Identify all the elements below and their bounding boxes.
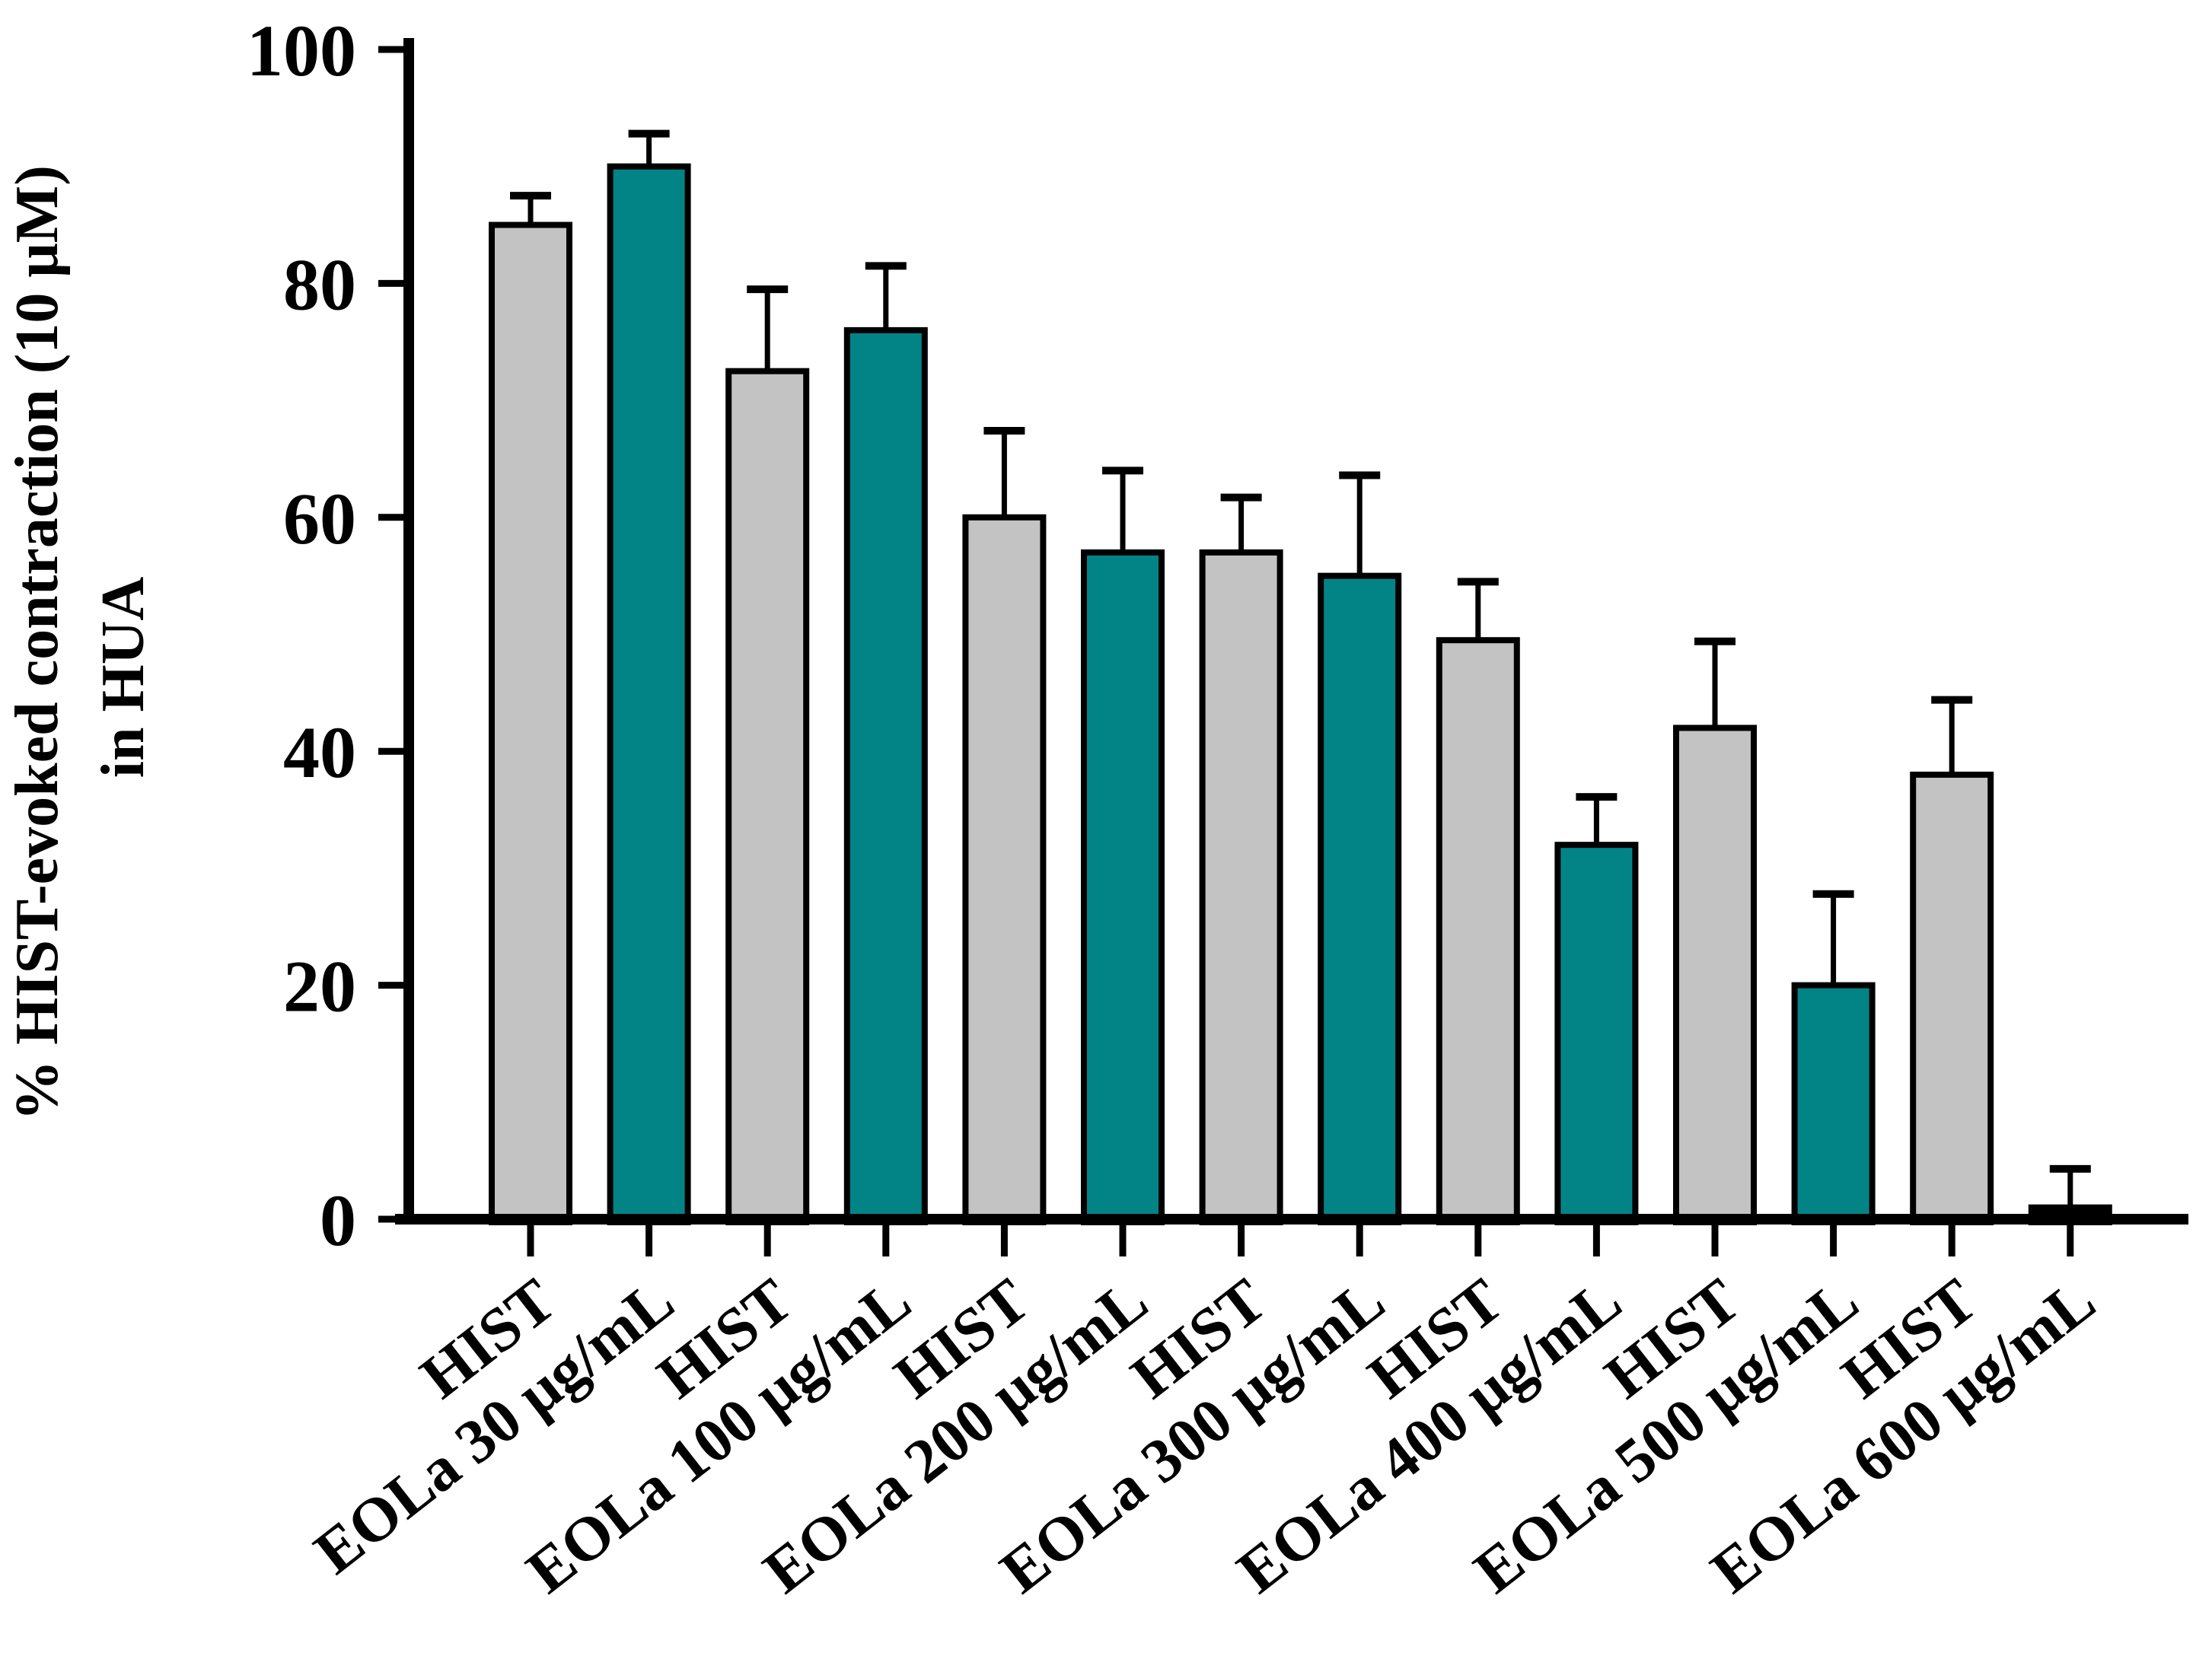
bar [1791,982,1876,1225]
bar [607,163,691,1226]
bar [843,326,928,1225]
bar [1436,637,1520,1225]
y-tick-label: 60 [283,478,356,559]
y-tick-label: 100 [247,10,356,91]
y-axis-title-line2: in HUA [90,577,157,779]
bar [1199,549,1283,1225]
bar [489,221,572,1225]
bar [1673,725,1757,1225]
bar [1318,572,1402,1225]
y-tick-label: 80 [283,244,356,325]
bar [1081,549,1165,1225]
bar [1554,842,1639,1226]
bar [1910,771,1994,1225]
bar [962,514,1047,1225]
bar [725,368,810,1225]
y-tick-label: 0 [320,1180,356,1261]
y-tick-label: 20 [283,946,356,1027]
y-tick-label: 40 [283,712,356,793]
y-axis-title-line1: % HIST-evoked contraction (10 μM) [4,165,71,1121]
